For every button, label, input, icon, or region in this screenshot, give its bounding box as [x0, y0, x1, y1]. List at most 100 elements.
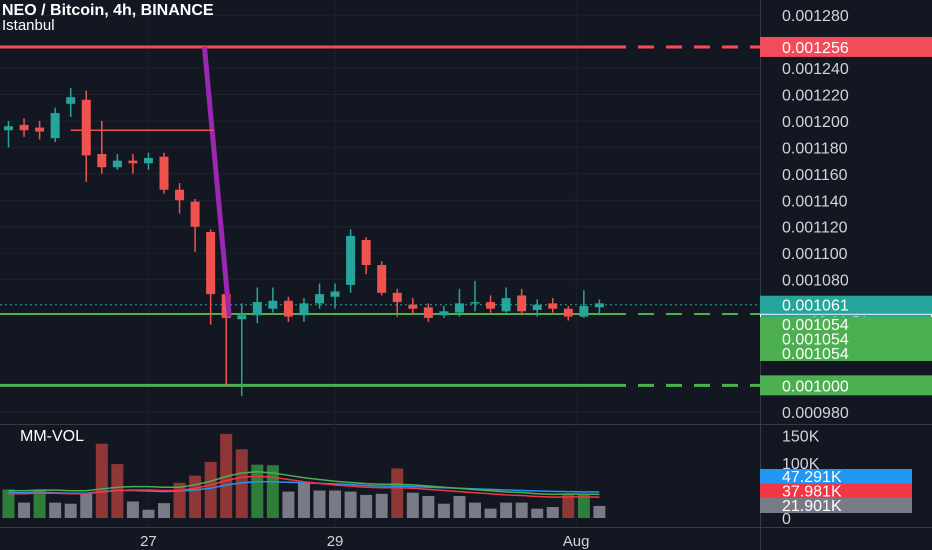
last-price-label-bg — [760, 295, 932, 314]
volume-bar — [329, 490, 342, 518]
candle-body — [315, 294, 324, 304]
volume-bar — [453, 496, 466, 518]
candle-body — [252, 302, 262, 316]
candle-body — [35, 127, 45, 132]
price-tick-label: 0.001220 — [782, 88, 849, 105]
volume-bar — [515, 502, 528, 518]
volume-bar — [158, 503, 170, 518]
volume-tick-label: 100K — [782, 456, 820, 473]
volume-bar — [313, 490, 326, 518]
candle-body — [128, 160, 138, 164]
volume-bar — [95, 443, 108, 518]
volume-bar — [577, 494, 590, 518]
volume-bar — [251, 464, 264, 518]
candle-body — [517, 295, 527, 312]
candle-body — [486, 302, 496, 309]
candle-body — [501, 298, 511, 312]
volume-moving-averages — [8, 471, 600, 498]
volume-bar — [391, 468, 404, 518]
volume-bar — [484, 508, 497, 518]
volume-bar — [531, 508, 544, 518]
volume-indicator-title[interactable]: MM-VOL — [20, 428, 84, 445]
price-axis: 0.001280 0.001240 0.001220 0.001200 0.001180… — [760, 8, 932, 528]
price-tick-label: 0.001200 — [782, 114, 849, 131]
candle-body — [346, 235, 356, 285]
volume-ma-label: 21.901K — [782, 498, 842, 515]
candle-body — [579, 306, 589, 317]
volume-bar — [546, 507, 559, 518]
candle-body — [112, 160, 122, 168]
price-tick-label: 0.001140 — [782, 193, 848, 210]
time-tick-label: 29 — [327, 533, 344, 550]
volume-bar — [204, 461, 217, 518]
time-tick-label: 27 — [140, 533, 157, 550]
candle-body — [532, 304, 542, 310]
candle-body — [594, 303, 604, 308]
candle-body — [268, 300, 278, 309]
position-label: 0.001054 — [782, 346, 849, 363]
volume-bar — [33, 489, 46, 518]
volume-bar — [562, 494, 575, 518]
candle-body — [81, 99, 91, 156]
volume-bar — [375, 493, 388, 518]
volume-bar — [173, 482, 186, 518]
volume-bar — [189, 475, 202, 518]
price-tick-label: 0.001120 — [782, 220, 848, 237]
candle-body — [143, 157, 153, 164]
volume-bar — [235, 449, 248, 518]
volume-bar — [297, 482, 310, 518]
resistance-label: 0.001256 — [782, 40, 849, 57]
volume-bar — [344, 491, 357, 518]
position-label: 0.001054 — [782, 332, 849, 349]
position-label: 0.001054 — [782, 317, 849, 334]
candle-body — [548, 303, 558, 309]
time-tick-label: Aug — [563, 533, 590, 550]
candle-body — [19, 124, 29, 131]
volume-bar — [360, 494, 373, 518]
price-tick-label: 0.001280 — [782, 8, 849, 25]
volume-bar — [593, 505, 606, 518]
volume-bar — [142, 509, 155, 518]
support-label: 0.001000 — [782, 378, 849, 395]
chart-title: NEO / Bitcoin, 4h, BINANCE — [2, 2, 214, 19]
candle-body — [439, 311, 449, 316]
support-label-bg — [760, 375, 932, 396]
candle-body — [563, 308, 573, 317]
candle-body — [361, 239, 371, 266]
price-tick-label: 0.001180 — [782, 140, 848, 157]
volume-bar — [64, 503, 77, 518]
candle-body — [454, 303, 464, 313]
volume-bar — [2, 489, 15, 518]
volume-bar — [126, 501, 139, 518]
volume-bar — [406, 492, 419, 518]
candle-body — [423, 307, 433, 318]
candle-body — [237, 315, 247, 320]
candle-body — [4, 126, 13, 131]
volume-ma-label: 47.291K — [782, 469, 842, 486]
volume-ma-label-bg — [760, 498, 912, 513]
candle-body — [392, 292, 402, 303]
candle-body — [190, 201, 200, 227]
chart-subtitle: Istanbul — [2, 17, 55, 34]
position-label-bg — [760, 346, 932, 361]
volume-bar — [500, 502, 513, 518]
candle-body — [206, 232, 216, 295]
candle-body — [159, 156, 169, 190]
candle-body — [470, 302, 480, 304]
volume-bar — [282, 491, 295, 518]
volume-ma-label: 37.981K — [782, 484, 842, 501]
candle-body — [377, 265, 387, 293]
position-label-bg — [760, 331, 932, 347]
volume-bar — [18, 502, 31, 518]
volume-ma-label-bg — [760, 483, 912, 499]
time-axis: 27 29 Aug — [140, 533, 589, 550]
candle-body — [299, 303, 309, 316]
volume-tick-label: 0 — [782, 511, 791, 528]
candle-body — [175, 189, 185, 201]
last-price-label: 0.001061 — [782, 298, 849, 315]
volume-ma-line — [8, 475, 600, 498]
candle-body — [50, 113, 60, 139]
volume-bar — [437, 503, 450, 518]
volume-ma-fast-line — [8, 471, 600, 496]
